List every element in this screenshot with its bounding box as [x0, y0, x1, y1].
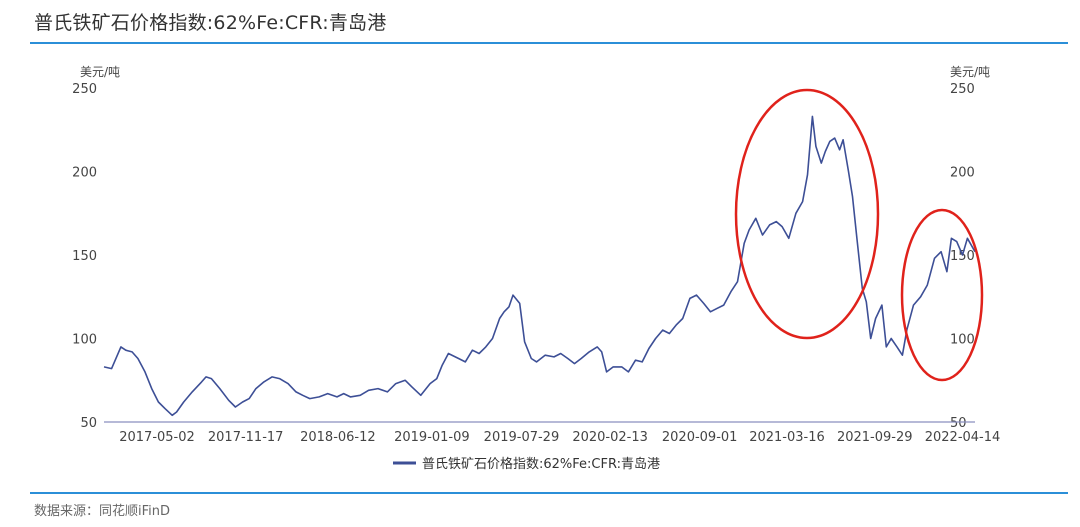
y-tick-label-right: 200: [950, 166, 975, 181]
highlight-circle-2021: [734, 88, 880, 340]
y-unit-left: 美元/吨: [80, 65, 120, 79]
y-tick-label-right: 50: [950, 416, 967, 431]
y-tick-label-right: 150: [950, 249, 975, 264]
y-tick-label-right: 250: [950, 82, 975, 97]
highlight-circle-2022: [900, 208, 984, 382]
x-tick-label: 2022-04-14: [925, 430, 1001, 445]
footer-divider: [30, 492, 1068, 494]
y-axis-left: 50 100 150 200 250: [72, 82, 97, 431]
x-tick-label: 2019-01-09: [394, 430, 470, 445]
series-line: [103, 115, 976, 417]
data-source: 数据来源：同花顺iFinD: [34, 504, 171, 519]
y-axis-right: 50 100 150 200 250: [950, 82, 975, 431]
x-tick-label: 2021-03-16: [749, 430, 825, 445]
y-tick-label-left: 200: [72, 166, 97, 181]
title-divider: [30, 42, 1068, 44]
y-unit-right: 美元/吨: [950, 65, 990, 79]
x-tick-label: 2017-05-02: [119, 430, 195, 445]
x-tick-label: 2018-06-12: [300, 430, 376, 445]
y-tick-label-left: 50: [80, 416, 97, 431]
legend: 普氏铁矿石价格指数:62%Fe:CFR:青岛港: [393, 456, 660, 472]
x-tick-label: 2020-02-13: [572, 430, 648, 445]
y-tick-label-left: 250: [72, 82, 97, 97]
legend-label: 普氏铁矿石价格指数:62%Fe:CFR:青岛港: [422, 456, 660, 472]
x-axis: 2017-05-02 2017-11-17 2018-06-12 2019-01-09…: [119, 430, 1000, 445]
x-tick-label: 2020-09-01: [662, 430, 738, 445]
chart-title: 普氏铁矿石价格指数:62%Fe:CFR:青岛港: [34, 12, 387, 34]
x-tick-label: 2019-07-29: [484, 430, 560, 445]
y-tick-label-left: 150: [72, 249, 97, 264]
y-tick-label-right: 100: [950, 333, 975, 348]
x-tick-label: 2017-11-17: [208, 430, 284, 445]
x-tick-label: 2021-09-29: [837, 430, 913, 445]
y-tick-label-left: 100: [72, 333, 97, 348]
